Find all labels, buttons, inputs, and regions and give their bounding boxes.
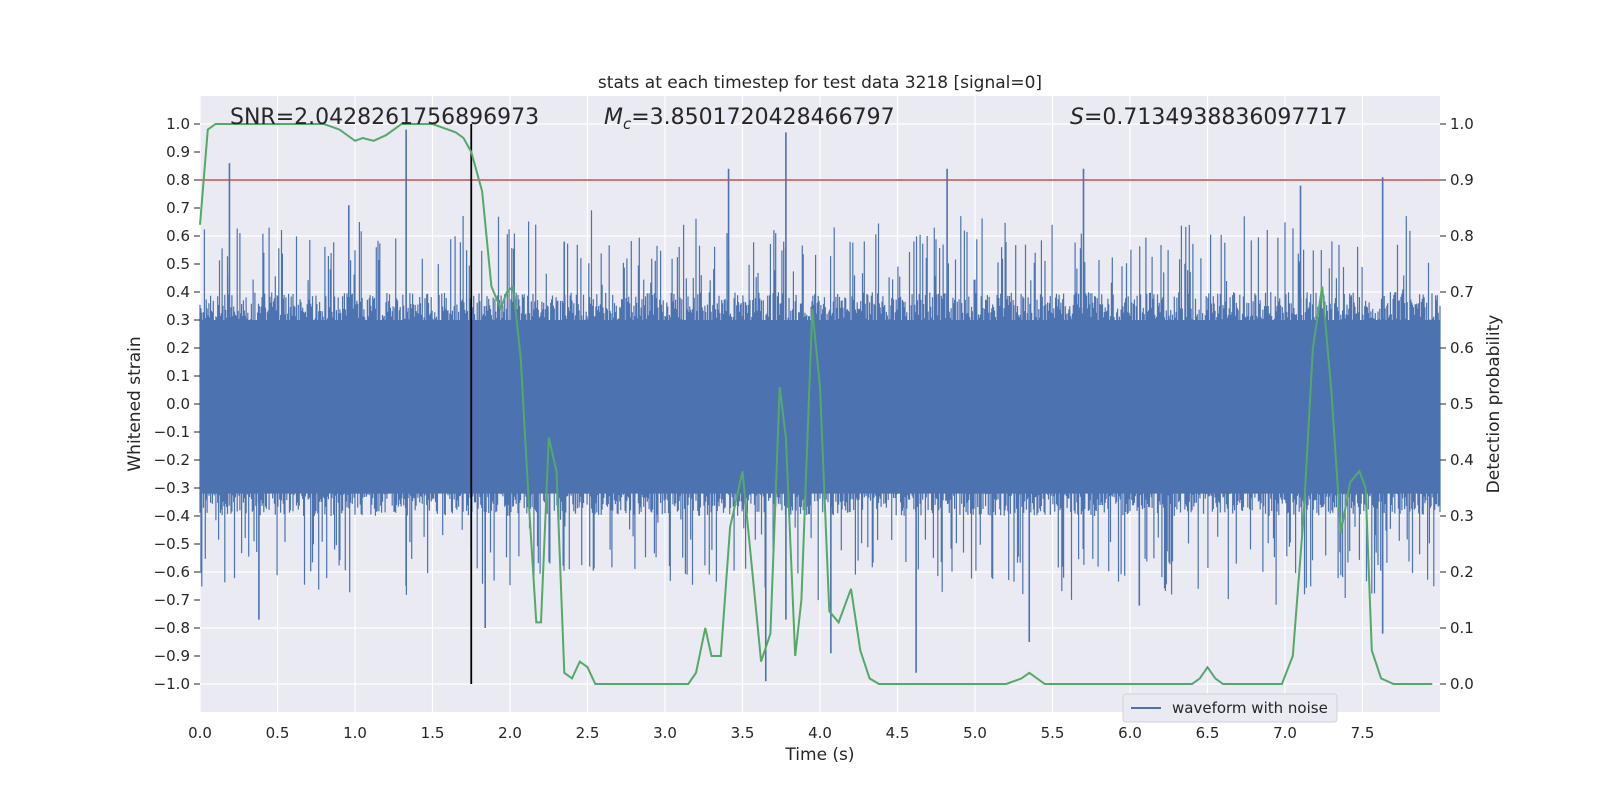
- left-tick-label: −0.7: [154, 591, 190, 609]
- mc-annotation: Mc=3.8501720428466797: [604, 105, 895, 133]
- left-tick-label: 0.7: [166, 199, 190, 217]
- left-tick-label: 0.5: [166, 255, 190, 273]
- right-tick-label: 0.5: [1450, 395, 1474, 413]
- mc-subscript: c: [623, 115, 632, 133]
- x-tick-label: 6.0: [1118, 724, 1142, 742]
- legend-box: [1122, 693, 1338, 723]
- right-y-axis-ticks: 1.0 0.9 0.8 0.7 0.6 0.5 0.4 0.3 0.2 0.1 0.0: [1440, 115, 1474, 693]
- left-tick-label: 0.2: [166, 339, 190, 357]
- right-tick-label: 0.8: [1450, 227, 1474, 245]
- right-tick-label: 0.4: [1450, 451, 1474, 469]
- left-tick-label: −0.8: [154, 619, 190, 637]
- right-tick-label: 1.0: [1450, 115, 1474, 133]
- x-tick-label: 6.5: [1196, 724, 1220, 742]
- left-tick-label: −0.3: [154, 479, 190, 497]
- s-value: =0.7134938836097717: [1084, 105, 1347, 130]
- s-symbol: S: [1070, 105, 1084, 130]
- left-tick-label: 0.1: [166, 367, 190, 385]
- x-tick-label: 3.0: [653, 724, 677, 742]
- right-tick-label: 0.0: [1450, 675, 1474, 693]
- x-tick-label: 5.5: [1041, 724, 1065, 742]
- left-tick-label: −1.0: [154, 675, 190, 693]
- right-tick-label: 0.3: [1450, 507, 1474, 525]
- right-tick-label: 0.9: [1450, 171, 1474, 189]
- left-tick-label: −0.2: [154, 451, 190, 469]
- left-tick-label: 1.0: [166, 115, 190, 133]
- chart-title: stats at each timestep for test data 321…: [598, 73, 1042, 93]
- x-tick-label: 2.5: [576, 724, 600, 742]
- right-y-axis-label: Detection probability: [1484, 315, 1504, 494]
- x-tick-label: 4.0: [808, 724, 832, 742]
- mc-symbol: M: [604, 105, 623, 130]
- x-tick-label: 0.5: [266, 724, 290, 742]
- left-tick-label: −0.4: [154, 507, 190, 525]
- x-axis-ticks: 0.0 0.5 1.0 1.5 2.0 2.5 3.0 3.5 4.0 4.5 5.0 5.5 6.0 6…: [188, 724, 1374, 742]
- x-tick-label: 7.5: [1351, 724, 1375, 742]
- right-tick-label: 0.6: [1450, 339, 1474, 357]
- left-y-axis-ticks: 1.0 0.9 0.8 0.7 0.6 0.5 0.4 0.3 0.2 0.1 0.0 −0.1 −0.…: [154, 115, 200, 693]
- left-tick-label: 0.6: [166, 227, 190, 245]
- x-tick-label: 5.0: [963, 724, 987, 742]
- snr-annotation: SNR=2.0428261756896973: [230, 105, 539, 130]
- left-tick-label: −0.5: [154, 535, 190, 553]
- x-axis-label: Time (s): [784, 745, 854, 765]
- mc-value: =3.8501720428466797: [631, 105, 894, 130]
- left-tick-label: −0.9: [154, 647, 190, 665]
- detection-probability-line: [199, 123, 1433, 685]
- x-tick-label: 2.0: [498, 724, 522, 742]
- left-tick-label: −0.6: [154, 563, 190, 581]
- right-tick-label: 0.2: [1450, 563, 1474, 581]
- left-tick-label: 0.8: [166, 171, 190, 189]
- x-tick-label: 3.5: [731, 724, 755, 742]
- right-tick-label: 0.7: [1450, 283, 1474, 301]
- right-tick-label: 0.1: [1450, 619, 1474, 637]
- s-annotation: S=0.7134938836097717: [1070, 105, 1347, 130]
- left-tick-label: 0.3: [166, 311, 190, 329]
- legend: waveform with noise: [1122, 693, 1338, 723]
- x-tick-label: 7.0: [1273, 724, 1297, 742]
- x-tick-label: 1.0: [343, 724, 367, 742]
- legend-label: waveform with noise: [1172, 699, 1328, 717]
- left-tick-label: 0.0: [166, 395, 190, 413]
- x-tick-label: 1.5: [421, 724, 445, 742]
- left-tick-label: −0.1: [154, 423, 190, 441]
- x-tick-label: 4.5: [886, 724, 910, 742]
- left-tick-label: 0.4: [166, 283, 190, 301]
- left-tick-label: 0.9: [166, 143, 190, 161]
- left-y-axis-label: Whitened strain: [125, 336, 145, 471]
- x-tick-label: 0.0: [188, 724, 212, 742]
